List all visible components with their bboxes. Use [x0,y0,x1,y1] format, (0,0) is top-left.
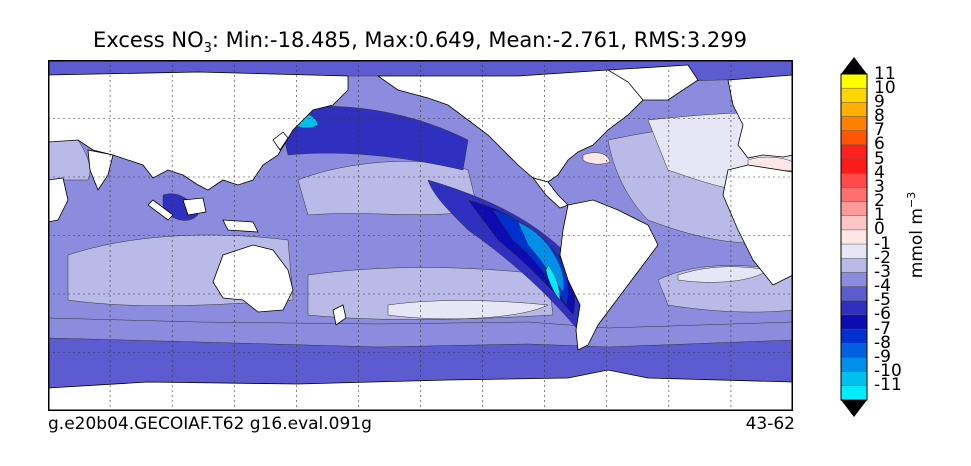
map-gridlines [48,60,793,411]
colorbar-bin [840,116,868,131]
title-subscript: 3 [203,41,212,57]
colorbar-tick-label: 6 [874,134,885,155]
title-prefix: Excess NO [93,28,204,52]
colorbar-tick-label: -4 [874,276,891,297]
colorbar-bin [840,286,868,301]
colorbar-bin [840,314,868,330]
land-new-guinea [222,219,259,233]
colorbar-bin [840,272,868,287]
unit-main: mmol m [906,208,927,279]
colorbar-bin [840,130,868,146]
colorbar-bin [840,385,868,401]
colorbar-bin [840,87,868,103]
band-gulf-mexico [582,152,611,165]
colorbar-bin [840,357,868,372]
colorbar-tick-label: 11 [874,63,896,84]
band-etp-5 [545,264,561,301]
colorbar-tick-label: 1 [874,205,885,226]
land-greenland [606,64,699,101]
colorbar-bin [840,371,868,387]
colorbar-tick-label: 0 [874,219,885,240]
colorbar-bin [840,144,868,160]
colorbar-tick-label: 9 [874,91,885,112]
colorbar-bin [840,229,868,245]
colorbar-tick-label: -8 [874,332,891,353]
band-north-pacific-dark [277,106,469,171]
colorbar-bin [840,300,868,316]
land-japan [272,131,289,151]
land-south-america [559,199,659,351]
colorbar-tick-label: -9 [874,346,891,367]
colorbar-tick-label: -5 [874,290,891,311]
colorbar-tick-label: -7 [874,318,891,339]
colorbar-tick-label: 5 [874,148,885,169]
colorbar-under-arrow [841,400,867,417]
colorbar-bin [840,173,868,188]
run-name: g.e20b04.GECOIAF.T62 g16.eval.091g [48,414,372,434]
title-stats: : Min:-18.485, Max:0.649, Mean:-2.761, R… [211,28,747,52]
colorbar-tick-label: 8 [874,106,885,127]
band-south-pacific-lighter [387,300,549,320]
colorbar-tick-label: 3 [874,176,885,197]
colorbar-tick-label: -1 [874,233,891,254]
colorbar-bin [840,343,868,358]
colorbar-bin [840,73,868,89]
colorbar-unit-label: mmol m−3 [905,192,927,278]
colorbar-tick-label: -10 [874,361,902,382]
colorbar-tick-label: 2 [874,191,885,212]
colorbar-tick-label: -11 [874,375,902,396]
colorbar-bin [840,158,868,174]
land-borneo [182,197,207,216]
colorbar [840,57,868,417]
colorbar-tick-label: 7 [874,120,885,141]
land-sumatra [147,199,174,221]
colorbar-tick-label: -3 [874,261,891,282]
colorbar-bin [840,201,868,216]
land-india [87,149,114,191]
colorbar-bin [840,102,868,117]
colorbar-tick-label: -2 [874,247,891,268]
colorbar-bin [840,258,868,273]
land-australia [212,244,294,313]
map-panel [47,59,794,412]
colorbar-over-arrow [841,57,867,74]
unit-exponent: −3 [905,191,919,208]
land-africa-east [722,164,794,286]
colorbar-bin [840,187,868,202]
map-frame [48,60,793,411]
colorbar-tick-label: 10 [874,77,896,98]
colorbar-tick-label: -6 [874,304,891,325]
colorbar-bin [840,328,868,344]
plot-title: Excess NO3: Min:-18.485, Max:0.649, Mean… [0,28,840,56]
ocean-map [47,59,794,412]
colorbar-bin [840,243,868,259]
colorbar-frame [840,73,868,401]
land-new-zealand [332,304,347,326]
colorbar-tick-label: 4 [874,162,885,183]
band-etp-3 [492,209,569,306]
colorbar-tick-labels: 11 10 9 8 7 6 5 4 3 2 1 0 -1 -2 -3 -4 -5 -6 -7 -8 -9 -10 -11 [874,56,914,418]
year-range: 43-62 [745,414,795,434]
colorbar-bin [840,215,868,231]
